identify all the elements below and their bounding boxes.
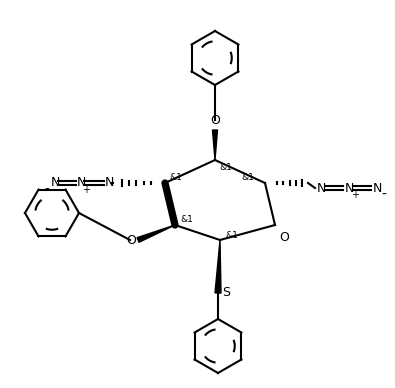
Text: N: N [344, 182, 354, 194]
Polygon shape [215, 240, 221, 293]
Text: N: N [372, 182, 382, 194]
Text: N: N [316, 182, 326, 194]
Text: O: O [279, 231, 289, 244]
Text: &1: &1 [225, 230, 238, 239]
Text: &1: &1 [241, 173, 254, 182]
Text: N: N [104, 177, 114, 189]
Text: +: + [82, 185, 90, 195]
Text: &1: &1 [219, 163, 232, 173]
Polygon shape [137, 225, 175, 242]
Text: O: O [210, 114, 220, 127]
Text: -: - [382, 188, 386, 202]
Text: O: O [126, 234, 136, 246]
Text: S: S [222, 286, 230, 300]
Text: +: + [351, 190, 359, 200]
Polygon shape [213, 130, 218, 160]
Text: &1: &1 [169, 173, 182, 182]
Text: &1: &1 [180, 215, 193, 225]
Text: N: N [50, 177, 60, 189]
Text: -: - [45, 183, 49, 197]
Text: N: N [76, 177, 86, 189]
